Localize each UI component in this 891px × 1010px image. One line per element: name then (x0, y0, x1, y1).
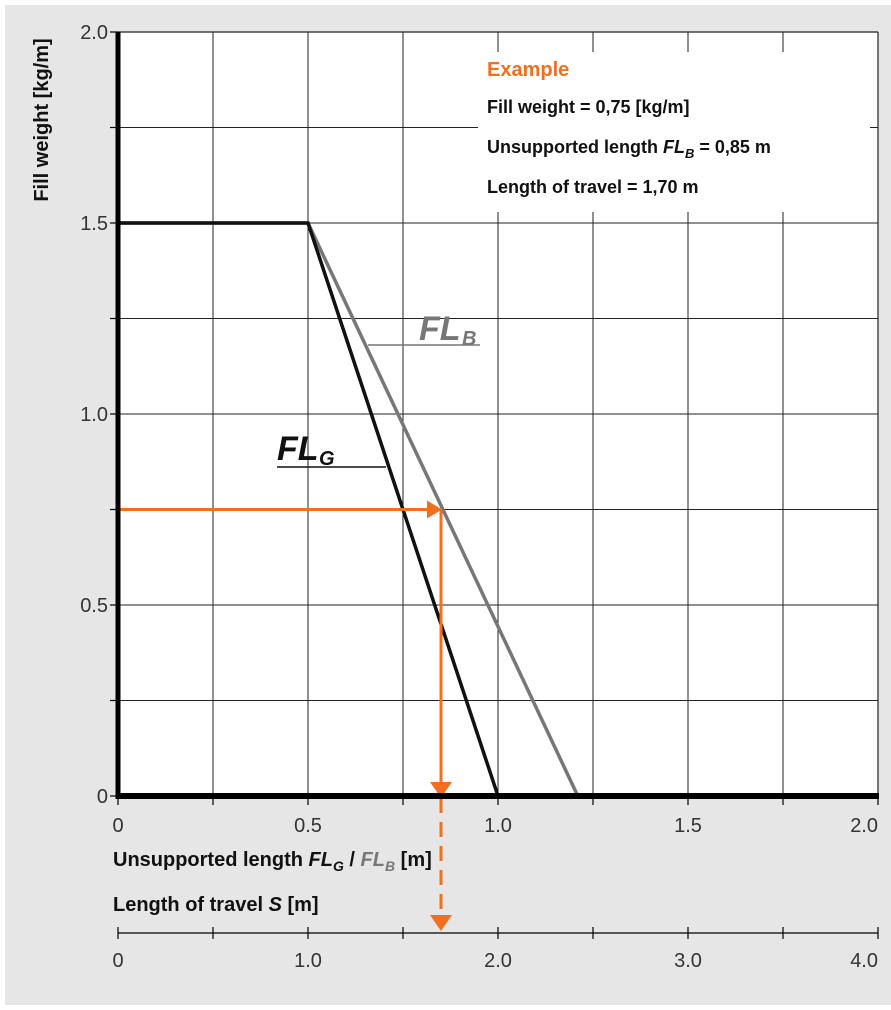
x-tick-label: 2.0 (850, 815, 878, 837)
tick-labels: 0 0.5 1.0 1.5 2.0 0 0.5 1.0 1.5 2.0 0 1.0 2.0 3.0 4.0 (80, 22, 878, 972)
y-tick-label: 0.5 (80, 595, 108, 617)
axes (110, 31, 879, 939)
x-tick-label: 0.5 (294, 815, 322, 837)
example-drop-arrowhead (430, 782, 452, 798)
series-label-flb-main: FL (419, 310, 461, 348)
y-tick-label: 1.0 (80, 404, 108, 426)
series-lines (118, 221, 580, 797)
x-tick-label: 1.0 (484, 815, 512, 837)
secondary-x-axis-title-suffix: [m] (282, 894, 319, 916)
x-axis-title-suffix: [m] (395, 849, 432, 871)
annotation-line2-suffix: = 0,85 m (694, 137, 771, 157)
x-axis-title: Unsupported length FLG / FLB [m] (113, 849, 432, 874)
series-label-flb-sub: B (462, 328, 476, 350)
x-tick-label: 0 (112, 815, 123, 837)
annotation-line-length-of-travel: Length of travel = 1,70 m (487, 177, 699, 197)
example-fill-weight-arrowhead (427, 500, 442, 519)
secondary-x-tick-label: 3.0 (674, 950, 702, 972)
annotation-line2-fl: FL (663, 137, 685, 157)
x-axis-title-flg: FL (309, 849, 333, 871)
y-axis-title: Fill weight [kg/m] (31, 38, 53, 201)
example-guides (118, 500, 452, 931)
x-axis-title-sub-b: B (385, 858, 395, 874)
annotation-line2-prefix: Unsupported length (487, 137, 663, 157)
secondary-x-tick-label: 4.0 (850, 950, 878, 972)
example-travel-arrowhead (430, 915, 452, 931)
secondary-x-axis-title: Length of travel S [m] (113, 894, 319, 916)
secondary-x-axis-title-var: S (269, 894, 283, 916)
x-axis-title-sub-g: G (333, 858, 344, 874)
series-label-flg: FL G (277, 430, 386, 470)
series-label-flg-sub: G (319, 448, 335, 470)
secondary-x-tick-label: 0 (112, 950, 123, 972)
annotation-box (478, 52, 870, 212)
y-tick-label: 1.5 (80, 213, 108, 235)
x-tick-label: 1.5 (674, 815, 702, 837)
series-line-flg (118, 221, 500, 797)
series-label-flb: FL B (368, 310, 480, 350)
annotation-title: Example (487, 59, 569, 81)
annotation-line-fill-weight: Fill weight = 0,75 [kg/m] (487, 97, 690, 117)
series-label-flg-main: FL (277, 430, 319, 468)
secondary-x-axis-title-prefix: Length of travel (113, 894, 269, 916)
annotation-line2-sub: B (685, 146, 694, 161)
x-axis-title-prefix: Unsupported length (113, 849, 309, 871)
secondary-x-tick-label: 2.0 (484, 950, 512, 972)
secondary-x-tick-label: 1.0 (294, 950, 322, 972)
x-axis-title-sep: / (344, 849, 361, 871)
y-tick-label: 2.0 (80, 22, 108, 44)
x-axis-title-flb: FL (361, 849, 385, 871)
annotation-line-unsupported-length: Unsupported length FLB = 0,85 m (487, 137, 771, 161)
y-tick-label: 0 (97, 786, 108, 808)
